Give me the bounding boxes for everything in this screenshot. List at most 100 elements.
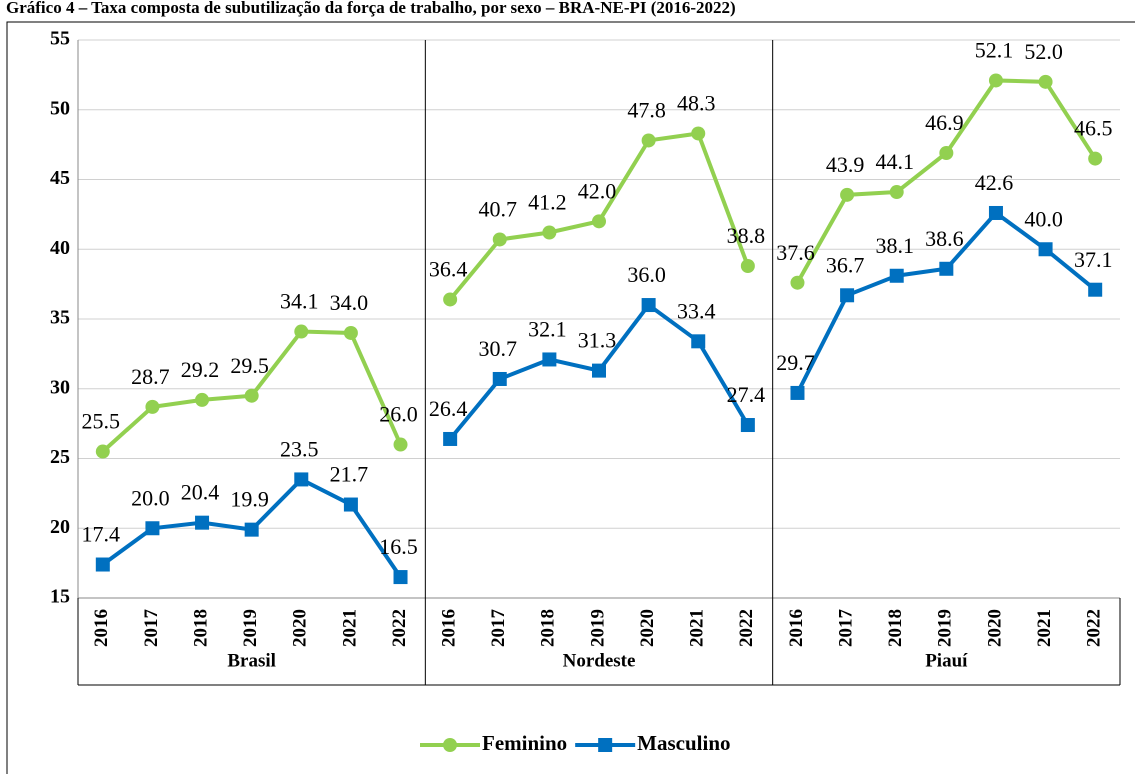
data-label: 33.4 [677,298,716,323]
group-label: Nordeste [563,650,636,671]
data-label: 36.0 [627,262,666,287]
data-label: 20.4 [181,480,220,505]
x-tick-label: 2021 [687,609,708,647]
marker [95,444,110,459]
data-label: 42.0 [578,178,617,203]
marker [492,371,507,386]
data-label: 25.5 [82,409,121,434]
x-tick-label: 2022 [736,609,757,647]
marker [1088,282,1103,297]
x-tick-label: 2018 [538,609,559,647]
marker [840,187,855,202]
marker [691,334,706,349]
data-label: 46.5 [1074,116,1113,141]
marker [988,205,1003,220]
marker [244,522,259,537]
marker [1038,74,1053,89]
data-label: 47.8 [627,97,666,122]
data-label: 38.8 [727,223,766,248]
marker [889,268,904,283]
x-tick-label: 2017 [488,609,509,648]
data-label: 36.4 [429,257,468,282]
marker [195,515,210,530]
data-label: 52.1 [975,38,1014,63]
marker [393,570,408,585]
marker [1088,151,1103,166]
data-label: 44.1 [875,149,914,174]
marker [740,258,755,273]
data-label: 46.9 [925,110,964,135]
marker [542,352,557,367]
marker [542,225,557,240]
y-tick-label: 35 [50,307,70,329]
data-label: 26.4 [429,396,468,421]
marker [145,399,160,414]
marker [939,261,954,276]
marker [790,385,805,400]
data-label: 38.1 [875,233,914,258]
marker [641,133,656,148]
x-tick-label: 2017 [141,609,162,648]
x-tick-label: 2019 [935,609,956,647]
data-label: 29.2 [181,357,220,382]
legend-marker [443,738,457,752]
data-label: 30.7 [479,336,518,361]
data-label: 29.5 [230,353,269,378]
x-tick-label: 2020 [290,609,311,647]
x-tick-label: 2018 [885,609,906,647]
chart-frame [6,21,1135,774]
marker [691,126,706,141]
marker [343,325,358,340]
marker [592,363,606,378]
x-tick-label: 2020 [637,609,658,647]
group-label: Piauí [925,650,968,671]
marker [740,418,755,433]
marker [294,324,309,339]
x-tick-label: 2020 [984,609,1005,647]
data-label: 38.6 [925,226,964,251]
y-tick-label: 20 [50,516,70,538]
marker [592,214,606,229]
marker [244,388,259,403]
marker [343,497,358,512]
y-tick-label: 25 [50,446,70,468]
marker [939,145,954,160]
x-tick-label: 2021 [1034,609,1055,647]
data-label: 37.6 [776,240,815,265]
data-label: 27.4 [727,382,766,407]
data-label: 43.9 [826,152,865,177]
data-label: 32.1 [528,317,567,342]
data-label: 20.0 [131,485,170,510]
x-tick-label: 2022 [1084,609,1105,647]
data-label: 41.2 [528,190,567,215]
y-tick-label: 50 [50,97,70,119]
x-tick-label: 2016 [439,609,460,647]
marker [840,288,855,303]
data-label: 26.0 [379,402,418,427]
x-tick-label: 2016 [786,609,807,647]
data-label: 36.7 [826,252,865,277]
data-label: 28.7 [131,364,170,389]
legend-label: Feminino [482,731,567,755]
y-tick-label: 40 [50,237,70,259]
data-label: 34.0 [330,290,369,315]
y-tick-label: 45 [50,167,70,189]
marker [443,431,458,446]
marker [195,392,210,407]
data-label: 34.1 [280,289,319,314]
data-label: 52.0 [1024,39,1063,64]
data-label: 40.7 [479,197,518,222]
y-tick-label: 55 [50,28,70,50]
marker [889,185,904,200]
x-tick-label: 2021 [339,609,360,647]
chart-title: Gráfico 4 – Taxa composta de subutilizaç… [6,0,736,17]
data-label: 21.7 [330,462,369,487]
data-label: 29.7 [776,350,815,375]
data-label: 31.3 [578,328,617,353]
data-label: 17.4 [82,522,121,547]
data-label: 42.6 [975,170,1014,195]
marker [95,557,110,572]
data-label: 19.9 [230,487,269,512]
x-tick-label: 2019 [240,609,261,647]
